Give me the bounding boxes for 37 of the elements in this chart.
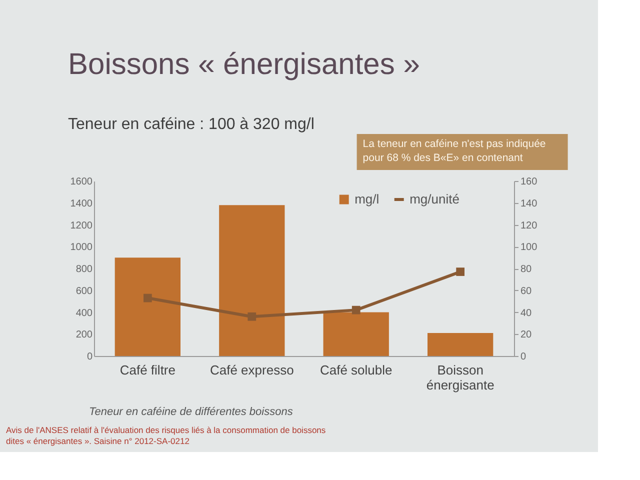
text: Avis de l'ANSES relatif à l'évaluation des risques liés à la consommation de boissons dites « énergisantes ». Saisine n° 2012-SA-0212 <box>6 425 326 446</box>
bar <box>114 258 180 356</box>
y2-tick-label: 20 <box>520 330 532 341</box>
y-tick-label: 1400 <box>70 198 93 210</box>
y-tick-label: 1200 <box>70 220 93 232</box>
point <box>248 312 256 321</box>
x-tick-label: Café soluble <box>320 362 392 378</box>
bar <box>323 312 389 356</box>
point <box>352 306 360 314</box>
text: La teneur en caféine n'est pas indiquée pour 68 % des B«E» en contenant <box>362 138 546 164</box>
y2-tick-label: 140 <box>520 198 538 210</box>
y-tick-label: 1600 <box>70 176 93 188</box>
chart-title: Boissons « énergisantes » <box>68 48 420 81</box>
y-tick-label: 600 <box>76 286 93 297</box>
legend-label: mg/unité <box>410 192 460 206</box>
chart-subtitle: Teneur en caféine : 100 à 320 mg/l <box>68 116 314 133</box>
y2-tick-label: 100 <box>520 242 538 254</box>
y-tick-label: 200 <box>76 330 93 341</box>
x-tick-label: Boisson énergisante <box>426 362 494 392</box>
text: Teneur en caféine de différentes boissons <box>89 406 294 418</box>
bar <box>219 205 285 356</box>
y2-tick-label: 60 <box>520 286 532 297</box>
y-tick-label: 0 <box>86 352 93 362</box>
y2-tick-label: 80 <box>520 264 532 275</box>
x-tick-label: Café filtre <box>120 362 176 378</box>
point <box>143 294 152 302</box>
y2-tick-label: 40 <box>520 308 532 319</box>
x-tick-label: Café expresso <box>210 362 294 378</box>
y-tick-label: 800 <box>76 264 93 275</box>
legend-label: mg/l <box>354 192 380 206</box>
y2-tick-label: 120 <box>520 220 538 232</box>
y2-tick-label: 0 <box>520 352 526 362</box>
y-tick-label: 1000 <box>70 242 93 254</box>
y2-tick-label: 160 <box>520 176 538 188</box>
y-tick-label: 400 <box>76 308 93 319</box>
point <box>456 268 465 276</box>
bar <box>428 333 494 356</box>
